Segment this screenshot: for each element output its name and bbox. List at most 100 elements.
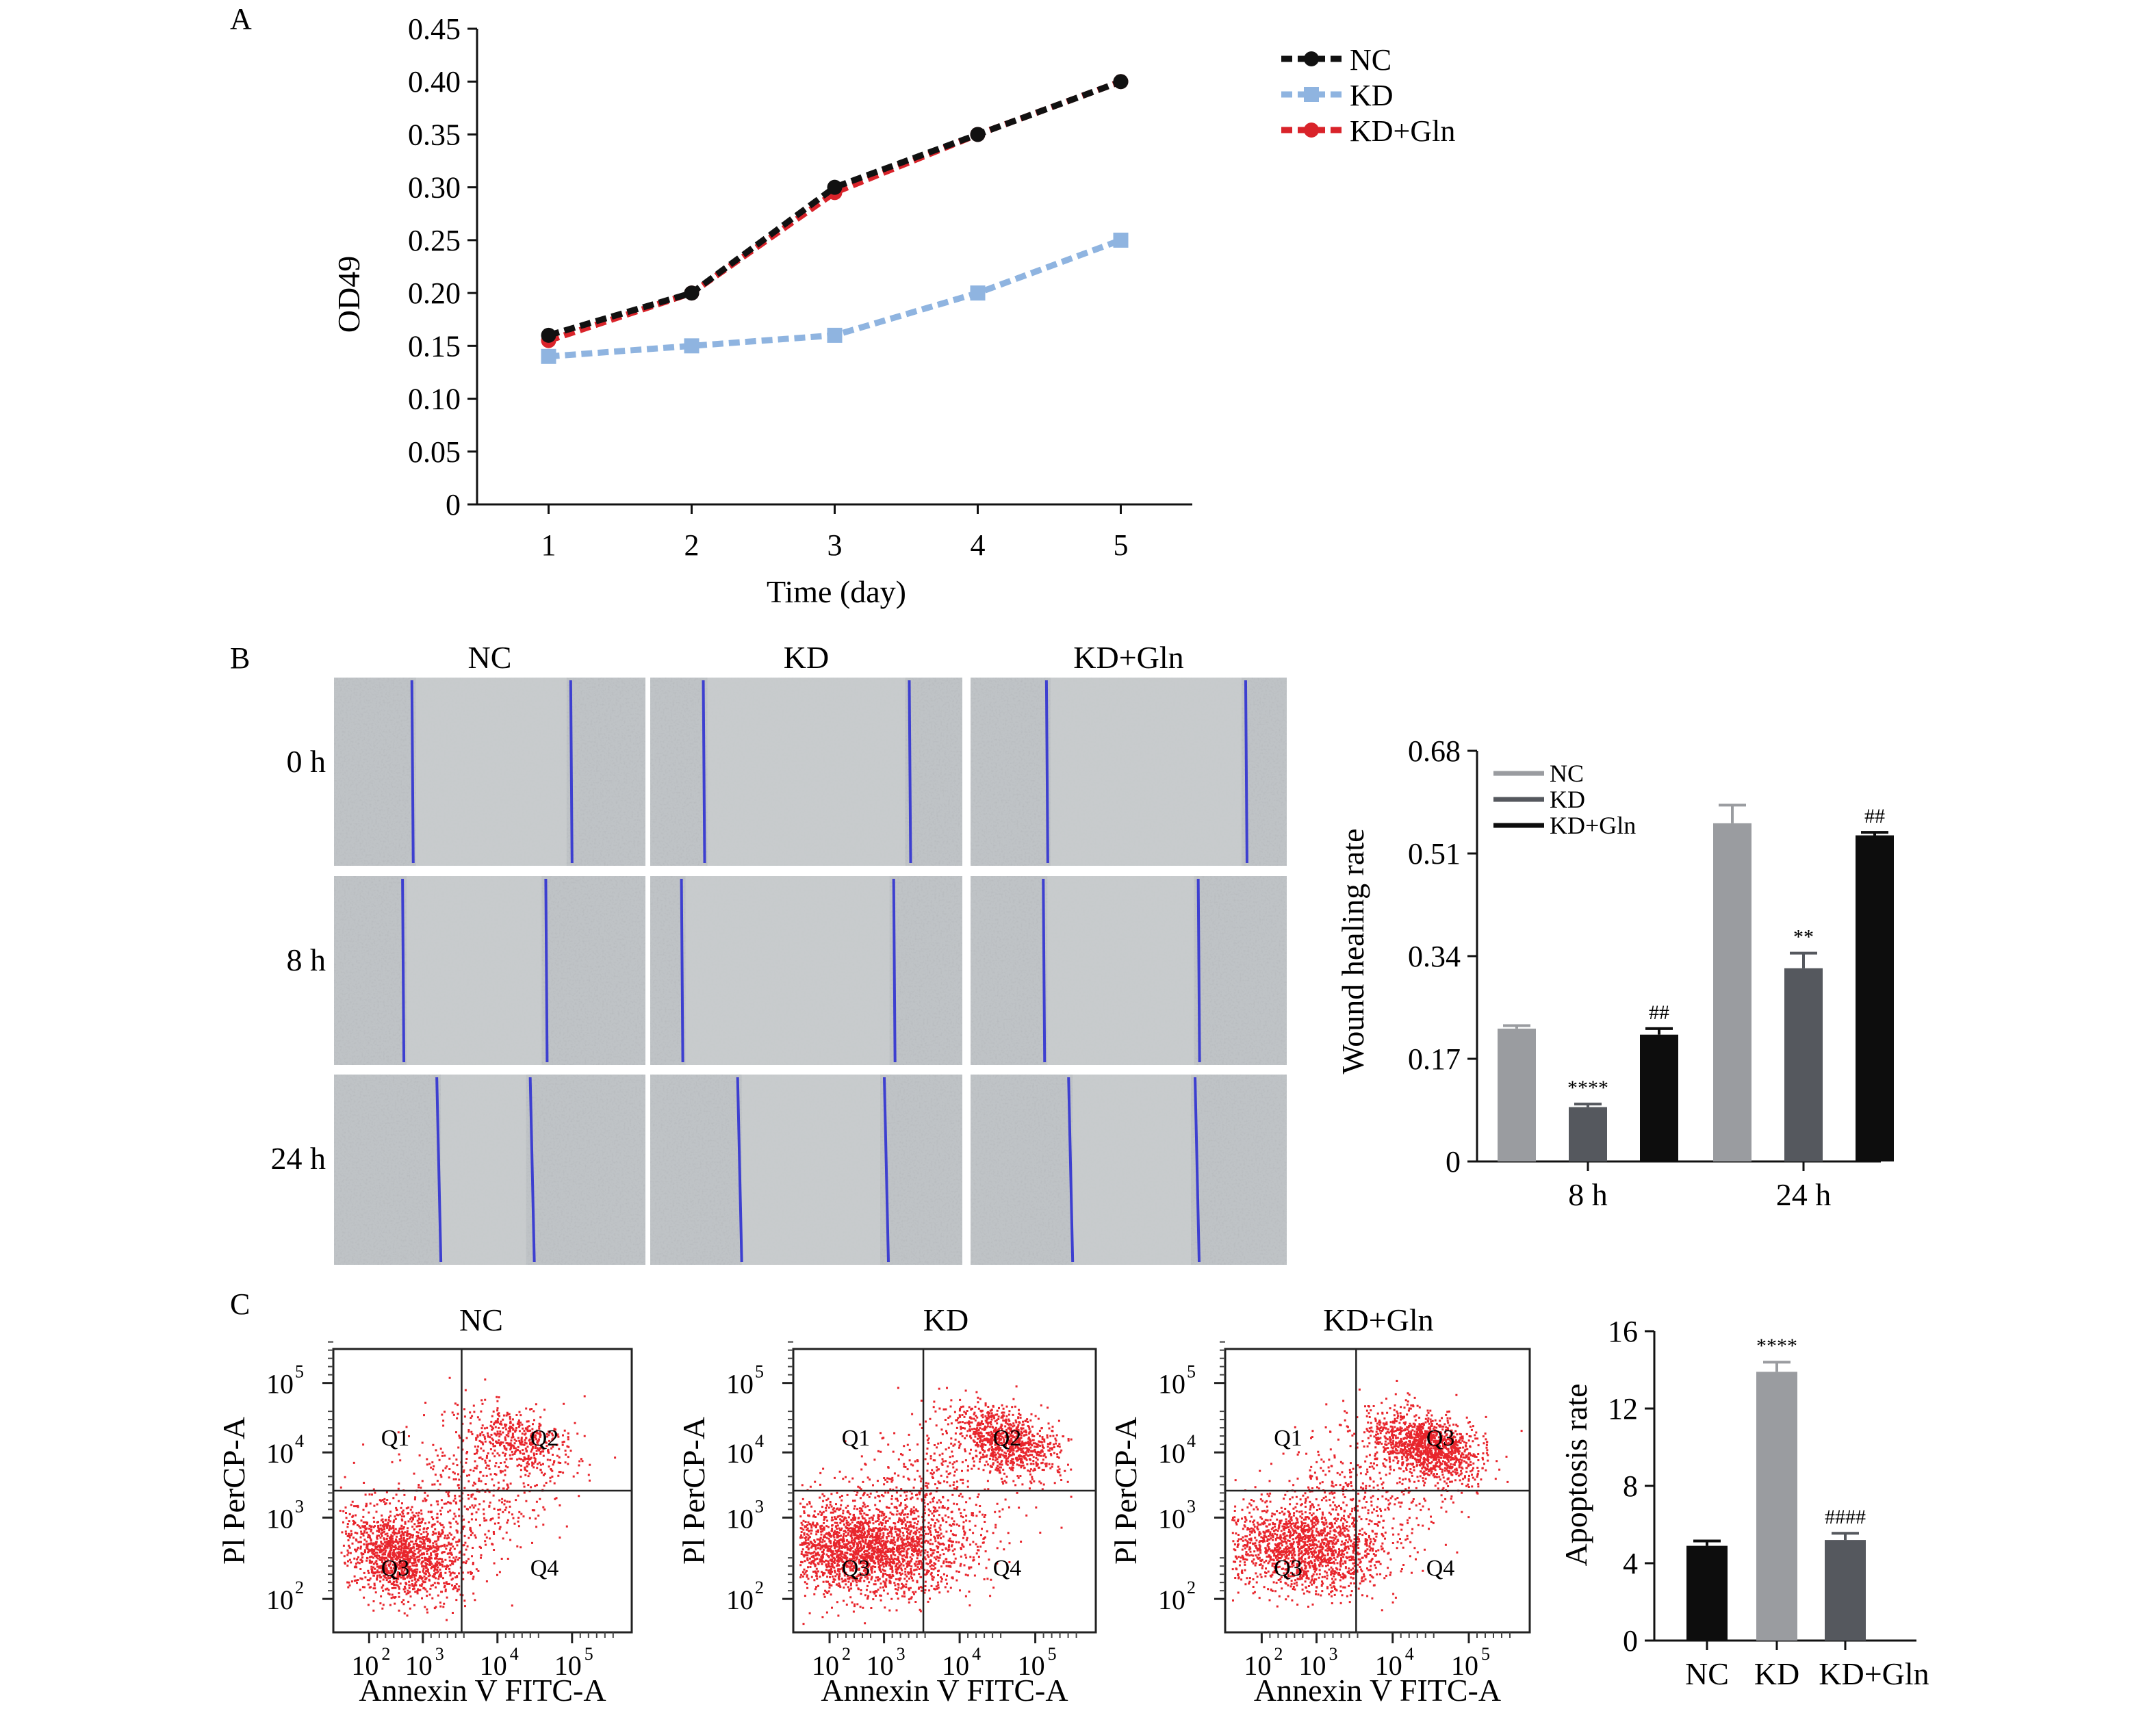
flow-x-tick-exponent: 3 [897, 1644, 906, 1664]
panel-a-point-nc [684, 285, 700, 301]
panel-c-bar-nc [1686, 1545, 1728, 1641]
wound-gap-region [441, 1075, 526, 1265]
panel-c-bars: NC KD KD+Gln **** #### [1685, 1335, 1929, 1691]
flow-x-tick-label: 10 [1299, 1650, 1326, 1681]
flow-quadrant-label: Q3 [1274, 1556, 1302, 1581]
flow-y-axis-title: Pl PerCP-A [1108, 1417, 1143, 1565]
panel-a-legend-label: NC [1350, 43, 1391, 77]
panel-b-column-header: KD+Gln [1073, 640, 1183, 675]
flow-y-tick-label: 10 [266, 1584, 294, 1615]
panel-c-y-tick-label: 4 [1623, 1547, 1638, 1580]
panel-a-point-kd [827, 327, 843, 343]
flow-quadrant-label: Q1 [1274, 1426, 1302, 1451]
flow-quadrant-label: Q1 [842, 1426, 871, 1451]
flow-quadrant-label: Q3 [381, 1556, 410, 1581]
panel-a-point-nc [827, 179, 843, 195]
panel-b-y-tick-label: 0.68 [1408, 734, 1461, 768]
panel-a-y-tick-label: 0.15 [408, 329, 461, 363]
flow-x-tick-exponent: 5 [585, 1644, 593, 1664]
panel-c-x-tick-label: KD [1754, 1656, 1799, 1691]
flow-x-tick-exponent: 2 [381, 1644, 390, 1664]
flow-quadrant-label: Q4 [993, 1556, 1022, 1581]
panel-a-legend-marker [1304, 51, 1319, 66]
wound-edge-line [1042, 878, 1047, 1063]
flow-y-tick-label: 10 [726, 1369, 754, 1400]
flow-scatter-points [799, 1385, 1073, 1626]
flow-y-tick-label: 10 [266, 1438, 294, 1469]
flow-x-tick-exponent: 2 [842, 1644, 851, 1664]
wound-gap-region [1073, 1075, 1192, 1265]
panel-a-point-nc [970, 127, 986, 142]
panel-b-row-headers: 0 h 8 h 24 h [271, 744, 326, 1176]
flow-y-axis-title: Pl PerCP-A [676, 1417, 711, 1565]
wound-edge-line [1067, 1077, 1075, 1263]
panel-c-y-tick-label: 12 [1608, 1392, 1638, 1426]
flow-x-tick-label: 10 [1018, 1650, 1045, 1681]
wound-edge-line [1196, 878, 1201, 1063]
wound-edge-line [401, 878, 406, 1063]
flow-y-tick-exponent: 5 [1187, 1362, 1196, 1382]
panel-b-letter: B [230, 641, 250, 675]
flow-plot-title: KD+Gln [1323, 1302, 1433, 1337]
panel-a-letter: A [230, 2, 252, 36]
panel-b-bar-kd-gln [1856, 835, 1894, 1161]
flow-y-tick-label: 10 [266, 1369, 294, 1400]
panel-b-significance-label: ## [1649, 1001, 1669, 1024]
panel-c-x-tick-label: KD+Gln [1819, 1656, 1929, 1691]
panel-b-y-axis-title: Wound healing rate [1335, 828, 1370, 1074]
panel-a-point-kd [541, 348, 556, 364]
panel-a-series-line-nc [548, 79, 1122, 339]
panel-b-row-header: 8 h [287, 942, 326, 977]
flow-quadrant-label: Q1 [381, 1426, 410, 1451]
panel-a-point-nc [541, 327, 556, 343]
flow-y-tick-exponent: 5 [755, 1362, 764, 1382]
panel-b-y-tick-label: 0.34 [1408, 940, 1461, 973]
flow-x-tick-label: 10 [812, 1650, 839, 1681]
panel-a-y-tick-label: 0.30 [408, 171, 461, 205]
panel-b-bar-axes: 0 0.17 0.34 0.51 0.68 [1408, 734, 1881, 1179]
panel-c-letter: C [230, 1287, 250, 1321]
panel-b: B NC KD KD+Gln 0 h8 h24 h Wound healing ra… [230, 640, 1894, 1265]
wound-edge-line [528, 1077, 536, 1263]
panel-a-y-tick-label: 0 [446, 488, 461, 522]
panel-b-bar-nc [1498, 1028, 1536, 1161]
panel-a-point-kd [1113, 232, 1129, 248]
panel-b-column-headers: NC KD KD+Gln [468, 640, 1184, 675]
panel-b-y-tick-label: 0.17 [1408, 1042, 1461, 1076]
panel-b-column-header: NC [468, 640, 512, 675]
flow-x-tick-exponent: 5 [1048, 1644, 1057, 1664]
flow-x-tick-exponent: 4 [972, 1644, 981, 1664]
flow-x-tick-label: 10 [480, 1650, 507, 1681]
panel-a-point-kd [970, 285, 986, 301]
panel-a-x-tick-label: 5 [1114, 528, 1129, 562]
panel-b-micrograph-grid [334, 678, 1287, 1265]
flow-quadrant-label: Q4 [530, 1556, 559, 1581]
flow-quadrant-label: Q3 [1426, 1426, 1455, 1451]
flow-x-tick-label: 10 [1244, 1650, 1271, 1681]
flow-x-tick-label: 10 [405, 1650, 433, 1681]
panel-b-significance-label: ## [1864, 805, 1885, 827]
panel-a-series [541, 74, 1129, 364]
panel-a-y-tick-label: 0.35 [408, 118, 461, 151]
flow-y-tick-label: 10 [1158, 1584, 1185, 1615]
panel-a-x-tick-label: 2 [684, 528, 700, 562]
flow-quadrant-label: Q3 [842, 1556, 871, 1581]
panel-b-x-tick-label: 8 h [1568, 1177, 1608, 1212]
wound-edge-line [1194, 1077, 1201, 1263]
wound-gap-region [407, 876, 542, 1065]
flow-x-tick-label: 10 [351, 1650, 378, 1681]
flow-y-tick-exponent: 2 [295, 1578, 304, 1597]
panel-a-legend-label: KD+Gln [1350, 114, 1455, 148]
wound-edge-line [883, 1077, 890, 1263]
panel-a-y-axis-title: OD49 [331, 256, 366, 333]
panel-a-x-tick-label: 4 [971, 528, 986, 562]
flow-quadrant-label: Q4 [1426, 1556, 1455, 1581]
panel-b-row-header: 0 h [287, 744, 326, 779]
flow-x-axis-title: Annexin V FITC-A [1254, 1673, 1501, 1708]
panel-a-legend-marker [1304, 87, 1319, 102]
flow-y-tick-label: 10 [726, 1584, 754, 1615]
panel-a-series-line-kd-gln [548, 79, 1122, 344]
